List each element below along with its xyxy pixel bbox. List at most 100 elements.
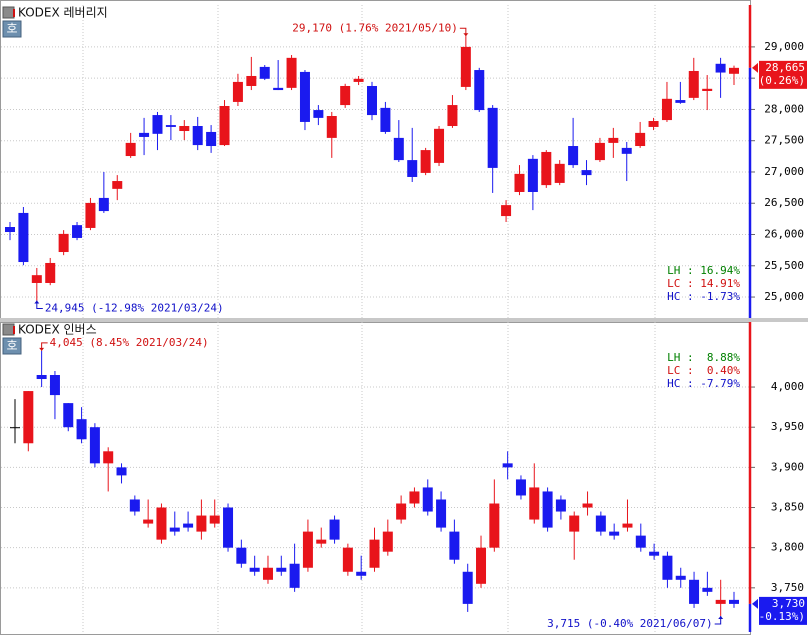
candle-body <box>729 67 739 74</box>
candle-body <box>63 403 74 428</box>
candle-body <box>515 479 526 496</box>
candle-body <box>661 98 672 121</box>
candle-body <box>609 531 620 536</box>
last-price-pointer <box>752 598 758 609</box>
candle-body <box>662 555 673 580</box>
candle-body <box>316 539 327 544</box>
stat-label: HC : -7.79% <box>667 377 740 390</box>
badge-box[interactable] <box>2 20 22 38</box>
annotation-arrow <box>718 615 724 619</box>
candle-body <box>369 539 380 568</box>
title-icon-mark <box>13 9 15 17</box>
candle-body <box>422 487 433 512</box>
candle-body <box>18 212 29 263</box>
candle-body <box>568 146 579 166</box>
candle-body <box>356 571 367 576</box>
candle-body <box>129 499 140 512</box>
candle-body <box>223 507 234 548</box>
candle-body <box>5 227 15 233</box>
title-icon[interactable] <box>2 6 15 19</box>
last-price-box <box>759 596 807 625</box>
y-tick-label: 3,850 <box>771 501 804 514</box>
annotation-label: 24,945 (-12.98% 2021/03/24) <box>45 301 224 314</box>
stat-label: LC : 0.40% <box>667 364 740 377</box>
candle-body <box>183 523 194 528</box>
candle-body <box>49 375 60 396</box>
candle-body <box>635 132 646 147</box>
candle-body <box>36 375 47 380</box>
candle-body <box>302 531 313 568</box>
y-tick-label: 27,000 <box>764 165 804 178</box>
y-tick-label: 3,750 <box>771 581 804 594</box>
candle-body <box>688 70 699 98</box>
candle-body <box>608 137 619 143</box>
candle-body <box>382 531 393 552</box>
stat-label: LH : 8.88% <box>667 351 740 364</box>
candle-body <box>675 575 686 580</box>
candle-body <box>648 121 659 127</box>
y-tick-label: 25,000 <box>764 290 804 303</box>
title-icon-mark <box>13 326 15 334</box>
chart-title: KODEX 인버스 <box>18 323 97 337</box>
candle-body <box>702 587 713 592</box>
candle-body <box>10 427 20 429</box>
candle-body <box>45 262 56 283</box>
last-price-change: (-0.13%) <box>752 610 805 623</box>
last-price-label: 3,730 <box>772 597 805 610</box>
candle-body <box>23 391 34 444</box>
last-price-box <box>759 60 807 89</box>
y-tick-label: 26,500 <box>764 196 804 209</box>
candle-body <box>502 463 513 468</box>
candle-body <box>58 233 69 253</box>
badge-label: 호 <box>6 22 17 36</box>
candle-body <box>436 499 447 528</box>
candle-body <box>581 170 592 176</box>
candle-body <box>447 105 458 127</box>
candle-body <box>396 503 407 520</box>
candle-body <box>326 116 337 138</box>
y-tick-label: 4,000 <box>771 380 804 393</box>
candle-body <box>393 137 404 161</box>
last-price-label: 28,665 <box>765 61 805 74</box>
candle-body <box>595 515 606 532</box>
candle-body <box>169 527 180 532</box>
badge-box[interactable] <box>2 337 22 355</box>
candle-body <box>246 75 257 86</box>
candle-body <box>85 202 96 228</box>
last-price-pointer <box>752 62 758 73</box>
candle-body <box>729 599 739 604</box>
candle-body <box>236 547 247 564</box>
candle-body <box>206 131 217 147</box>
candle-body <box>702 88 713 91</box>
candle-body <box>112 181 123 189</box>
candle-body <box>541 151 552 186</box>
title-icon[interactable] <box>2 323 15 336</box>
candle-body <box>380 107 391 132</box>
candle-body <box>98 197 109 212</box>
candle-body <box>420 150 431 173</box>
candle-body <box>555 499 566 512</box>
candle-body <box>367 85 377 116</box>
candle-body <box>582 503 593 508</box>
candle-body <box>249 567 260 572</box>
candle-body <box>276 567 287 572</box>
candle-body <box>209 515 220 524</box>
candle-body <box>273 87 284 91</box>
candle-body <box>476 547 487 584</box>
candle-body <box>340 85 351 106</box>
stat-label: HC : -1.73% <box>667 290 740 303</box>
candle-body <box>514 173 525 192</box>
candle-body <box>143 519 154 524</box>
candle-body <box>259 66 270 79</box>
last-price-change: (0.26%) <box>759 74 805 87</box>
candle-body <box>313 110 324 118</box>
candle-body <box>621 147 632 154</box>
candle-body <box>196 515 207 532</box>
candle-body <box>192 126 203 146</box>
candle-body <box>289 563 300 588</box>
annotation-arrow <box>39 347 45 351</box>
candle-body <box>125 142 136 157</box>
candle-body <box>76 419 87 440</box>
